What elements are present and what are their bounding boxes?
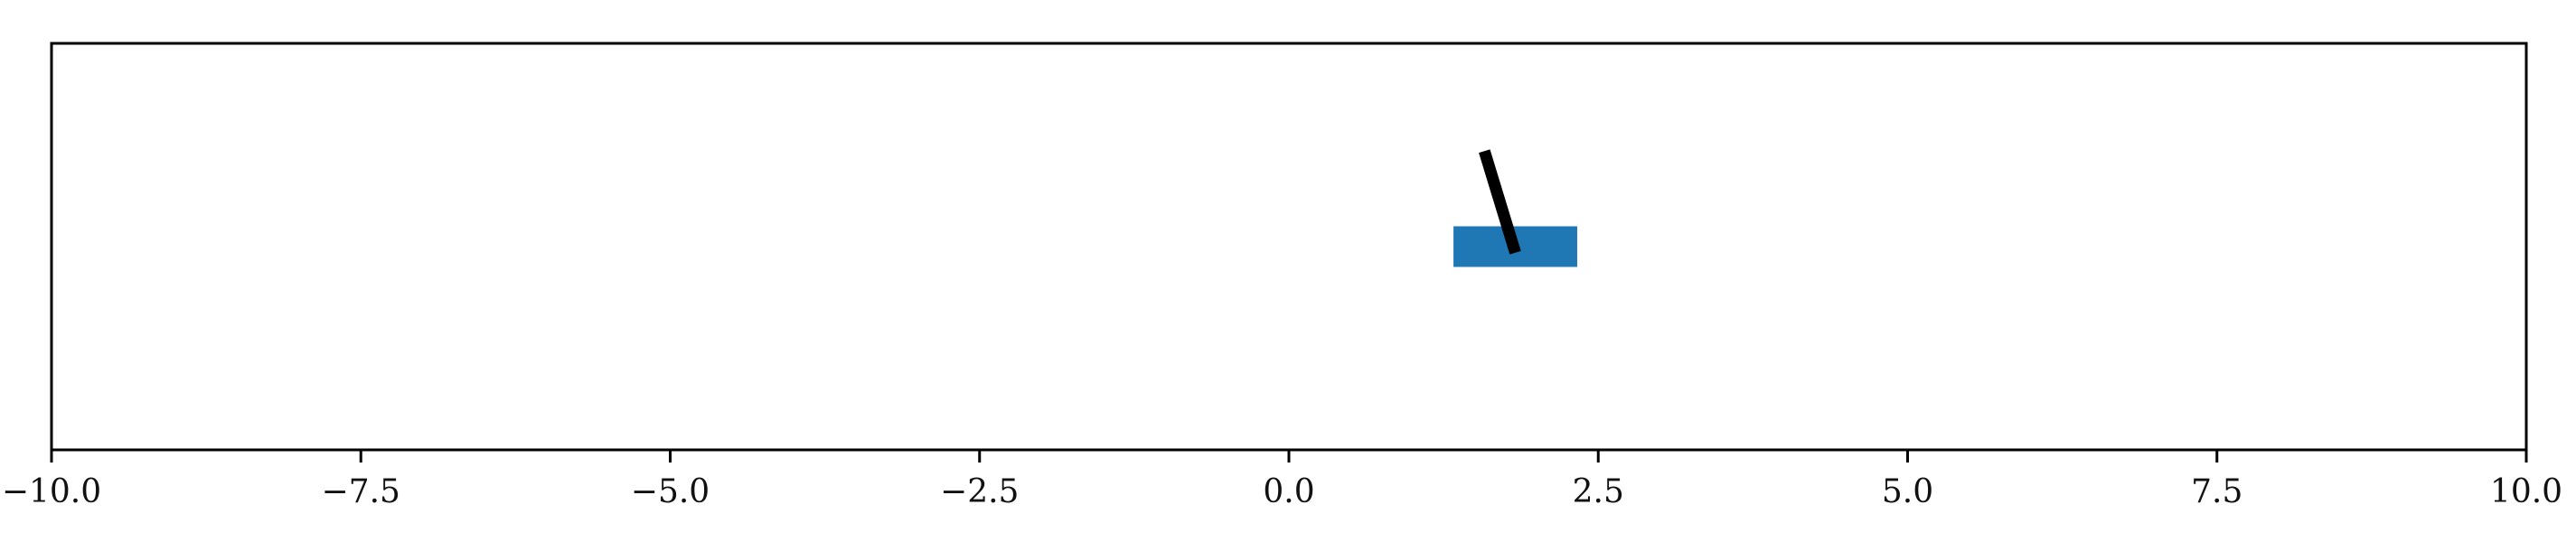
x-tick-label: −2.5 xyxy=(940,473,1019,510)
pole-line xyxy=(1479,149,1521,255)
x-tick-label: 5.0 xyxy=(1882,473,1933,510)
x-tick-label: 0.0 xyxy=(1263,473,1314,510)
x-tick-label: −5.0 xyxy=(631,473,710,510)
x-axis-ticks: −10.0 −7.5 −5.0 −2.5 0.0 2.5 5.0 7.5 10.0 xyxy=(2,450,2562,510)
chart-marks xyxy=(1453,149,1577,267)
x-tick-label: 10.0 xyxy=(2490,473,2562,510)
x-tick-label: 7.5 xyxy=(2191,473,2242,510)
x-tick-label: −10.0 xyxy=(2,473,101,510)
x-tick-label: 2.5 xyxy=(1573,473,1624,510)
plot-area xyxy=(52,43,2526,450)
x-tick-label: −7.5 xyxy=(322,473,400,510)
